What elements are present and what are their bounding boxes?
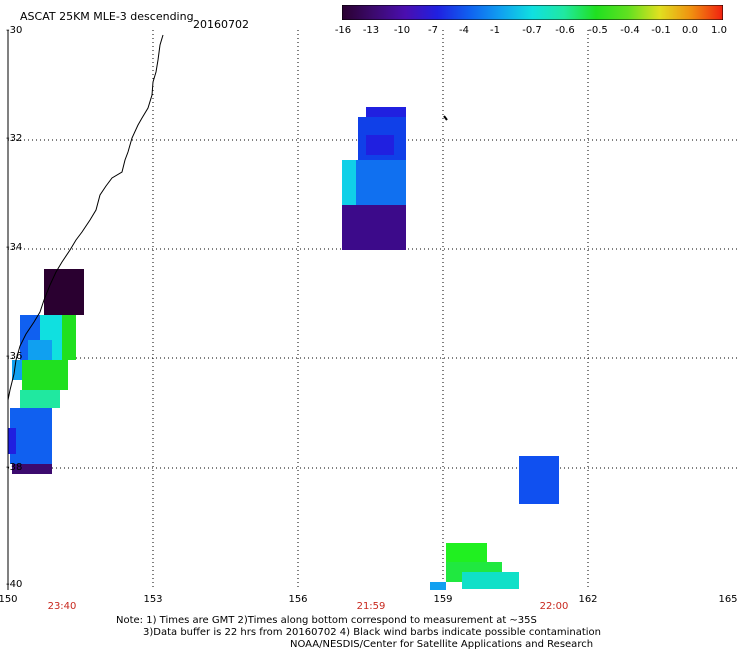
wind-cell <box>356 160 406 205</box>
swath-east <box>430 456 559 590</box>
lat-label: -34 <box>6 242 23 253</box>
wind-cell <box>28 340 52 360</box>
coastline-islet <box>443 115 448 121</box>
wind-cell <box>462 572 519 589</box>
coastline <box>7 34 164 401</box>
colorbar-labels: -16 -13 -10 -7 -4 -1 -0.7 -0.6 -0.5 -0.4… <box>0 25 740 39</box>
lon-label: 153 <box>143 594 163 605</box>
colorbar-label: -0.1 <box>651 25 671 36</box>
product-date: 20160702 <box>193 18 249 31</box>
lat-label: -40 <box>6 579 23 590</box>
wind-cell <box>20 390 60 408</box>
wind-cell <box>342 205 406 250</box>
graticule <box>8 30 740 590</box>
wind-cell <box>44 269 84 315</box>
product-title: ASCAT 25KM MLE-3 descending <box>20 10 194 23</box>
colorbar-label: -16 <box>334 25 352 36</box>
swath-west <box>8 269 84 474</box>
colorbar-label: -4 <box>459 25 469 36</box>
wind-cell <box>519 456 559 504</box>
wind-cell <box>430 582 446 590</box>
colorbar-label: 0.0 <box>682 25 698 36</box>
colorbar-label: 1.0 <box>711 25 727 36</box>
lon-label: 156 <box>288 594 308 605</box>
wind-cell <box>366 135 394 155</box>
colorbar-label: -0.6 <box>555 25 575 36</box>
wind-cell <box>22 360 68 390</box>
wind-cell <box>342 160 356 205</box>
colorbar-label: -0.7 <box>522 25 542 36</box>
lon-label: 150 <box>0 594 18 605</box>
lon-label: 162 <box>578 594 598 605</box>
time-label: 21:59 <box>356 601 386 612</box>
lon-label: 159 <box>433 594 453 605</box>
lat-label: -32 <box>6 133 23 144</box>
lat-label: -30 <box>6 25 23 36</box>
colorbar <box>342 5 723 20</box>
colorbar-label: -13 <box>362 25 380 36</box>
lat-label: -38 <box>6 462 23 473</box>
wind-cell <box>62 315 76 360</box>
lon-label: 165 <box>718 594 738 605</box>
time-label: 22:00 <box>539 601 569 612</box>
wind-cell <box>366 107 406 119</box>
note-line-1: Note: 1) Times are GMT 2)Times along bot… <box>116 615 537 626</box>
note-line-3: NOAA/NESDIS/Center for Satellite Applica… <box>290 639 594 650</box>
time-label: 23:40 <box>47 601 77 612</box>
colorbar-label: -1 <box>490 25 500 36</box>
wind-cell <box>8 428 16 454</box>
colorbar-label: -7 <box>428 25 438 36</box>
colorbar-label: -0.5 <box>588 25 608 36</box>
lat-label: -36 <box>6 351 23 362</box>
wind-cell <box>10 408 52 464</box>
colorbar-label: -0.4 <box>620 25 640 36</box>
colorbar-gradient <box>342 5 723 20</box>
colorbar-label: -10 <box>393 25 411 36</box>
wind-cell <box>12 360 22 380</box>
note-line-2: 3)Data buffer is 22 hrs from 20160702 4)… <box>143 627 601 638</box>
swath-center <box>342 107 406 250</box>
wind-cell <box>12 464 52 474</box>
